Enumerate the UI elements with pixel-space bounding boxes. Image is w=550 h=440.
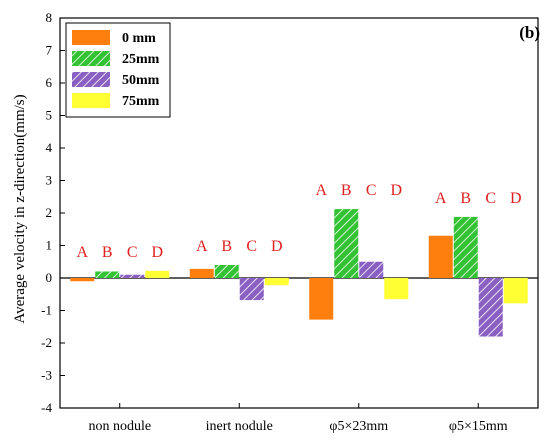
bar-annotation: B: [460, 190, 471, 207]
legend-swatch: [72, 51, 110, 66]
bar-annotation: A: [76, 244, 88, 261]
annotations-layer: A B C D A B C DA B C D A B C D: [76, 182, 521, 261]
bar: [264, 278, 289, 286]
x-tick-label: non nodule: [88, 419, 151, 434]
y-tick-label: -2: [41, 335, 52, 350]
bar: [309, 278, 334, 320]
legend-swatch: [72, 93, 110, 108]
bar-annotation: D: [151, 244, 163, 261]
y-tick-label: -4: [41, 400, 52, 415]
y-axis-title: Average velocity in z-direction(mm/s): [12, 94, 28, 323]
bar: [95, 271, 120, 278]
y-tick-label: 7: [46, 43, 53, 58]
bar: [503, 278, 528, 304]
y-tick-label: -1: [41, 303, 52, 318]
y-tick-label: 5: [46, 108, 53, 123]
bar: [70, 278, 95, 282]
y-tick-label: 2: [46, 205, 53, 220]
y-tick-label: 1: [46, 238, 53, 253]
bar-annotation: B: [221, 238, 232, 255]
bar: [384, 278, 409, 300]
bar-annotation: D: [271, 238, 283, 255]
x-tick-label: inert nodule: [206, 419, 273, 434]
y-tick-label: 4: [46, 140, 53, 155]
bar-annotation: A: [196, 238, 208, 255]
legend-label: 25mm: [122, 52, 160, 67]
y-tick-label: 0: [46, 270, 53, 285]
bar-annotation: C: [485, 190, 496, 207]
x-tick-label: φ5×15mm: [449, 419, 508, 434]
legend: 0 mm 25mm 50mm 75mm: [65, 22, 171, 118]
x-tick-label: φ5×23mm: [329, 419, 388, 434]
bar-annotation: A: [435, 190, 447, 207]
bar-annotation: A: [315, 182, 327, 199]
legend-label: 0 mm: [122, 31, 156, 46]
bar-annotation: D: [510, 190, 522, 207]
bar: [478, 278, 503, 337]
y-tick-label: 6: [46, 75, 53, 90]
legend-swatch: [72, 72, 110, 87]
legend-label: 50mm: [122, 73, 160, 88]
bar: [239, 278, 264, 301]
bar: [334, 209, 359, 278]
bar-annotation: C: [127, 244, 138, 261]
bar-annotation: C: [246, 238, 257, 255]
legend-swatch: [72, 30, 110, 45]
y-tick-label: 8: [46, 10, 53, 25]
y-tick-label: -3: [41, 368, 52, 383]
y-tick-label: 3: [46, 173, 53, 188]
bar: [428, 235, 453, 278]
bar-annotation: C: [366, 182, 377, 199]
bar: [145, 270, 170, 278]
axes-layer: -4 -3 -2 -1 0 1 2 3 4 5 6 7 8 non nodule inert nodule φ…: [41, 10, 508, 434]
bar-annotation: B: [341, 182, 352, 199]
bar: [214, 265, 239, 278]
bar: [120, 274, 145, 278]
bar-annotation: B: [102, 244, 113, 261]
legend-label: 75mm: [122, 94, 160, 109]
bar: [359, 261, 384, 278]
bar: [189, 268, 214, 278]
bar-annotation: D: [390, 182, 402, 199]
bars-layer: [70, 209, 528, 337]
bar: [453, 216, 478, 278]
panel-label: (b): [519, 23, 540, 42]
